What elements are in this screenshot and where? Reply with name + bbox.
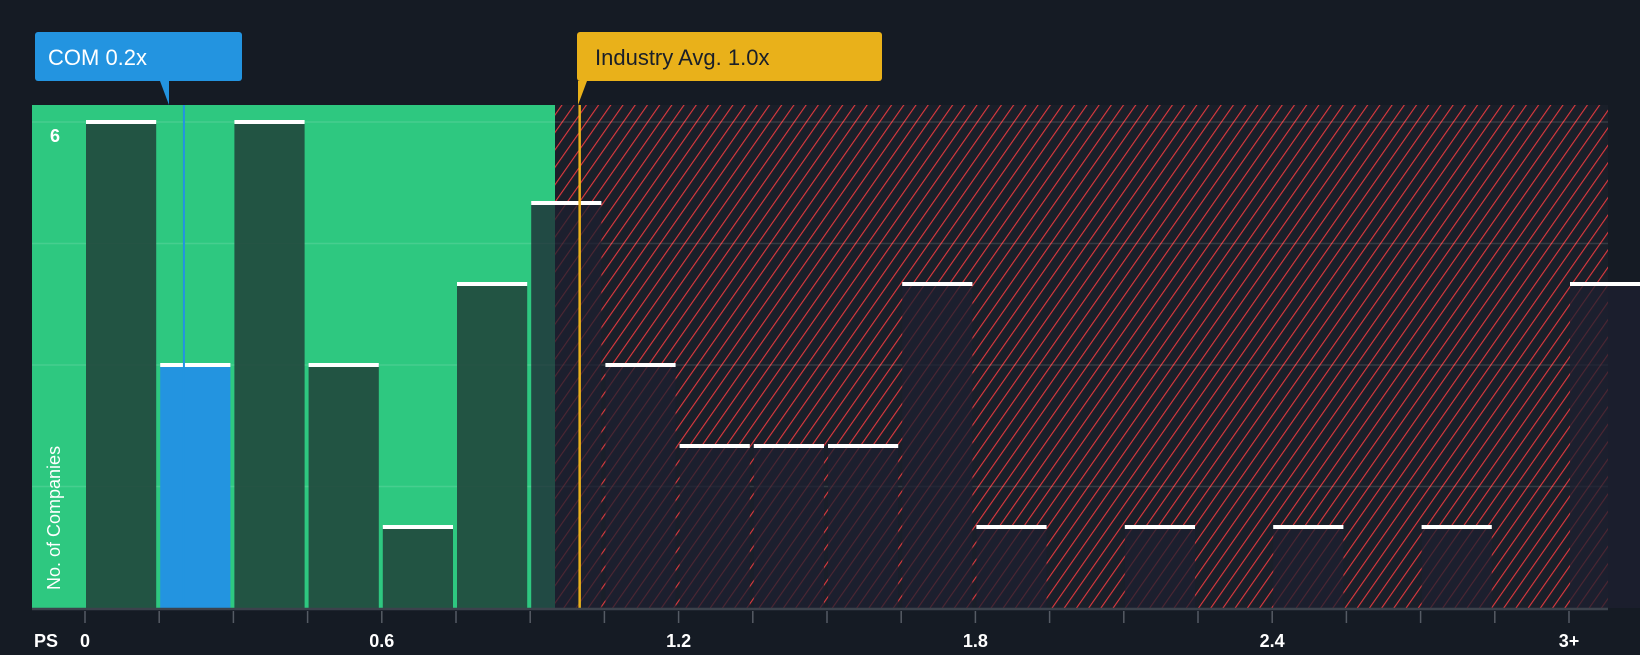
bar-top-marker [1570, 282, 1640, 286]
bar-top-marker [457, 282, 528, 286]
bar-top-marker [902, 282, 973, 286]
bar-top-marker [531, 201, 602, 205]
histogram-bar [902, 284, 973, 608]
histogram-bar [160, 365, 231, 608]
bar-top-marker [308, 363, 379, 367]
histogram-bar [1570, 284, 1640, 608]
bar-top-marker [86, 120, 157, 124]
histogram-bar [679, 446, 750, 608]
bar-top-marker [753, 444, 824, 448]
histogram-bar [828, 446, 899, 608]
x-tick-label: 0 [80, 631, 90, 650]
bar-top-marker [679, 444, 750, 448]
bar-top-marker [382, 525, 453, 529]
company-label: COM 0.2x [48, 45, 147, 70]
x-tick-label: 2.4 [1260, 631, 1285, 650]
bar-top-marker [1421, 525, 1492, 529]
bar-top-marker [828, 444, 899, 448]
histogram-bar [753, 446, 824, 608]
histogram-bar [234, 122, 305, 608]
y-axis-label: No. of Companies [44, 446, 64, 590]
histogram-bar [1273, 527, 1344, 608]
industry-label: Industry Avg. 1.0x [595, 45, 769, 70]
bar-top-marker [1124, 525, 1195, 529]
histogram-bar [1421, 527, 1492, 608]
histogram-bar [308, 365, 379, 608]
bar-top-marker [1273, 525, 1344, 529]
histogram-bar [457, 284, 528, 608]
industry-callout: Industry Avg. 1.0x [577, 32, 882, 105]
histogram-bar [1124, 527, 1195, 608]
histogram-bar [382, 527, 453, 608]
y-tick-6: 6 [50, 126, 60, 146]
bar-top-marker [160, 363, 231, 367]
histogram-bar [605, 365, 676, 608]
bar-top-marker [234, 120, 305, 124]
histogram-bar [976, 527, 1047, 608]
x-tick-label: 1.2 [666, 631, 691, 650]
x-tick-label: 3+ [1559, 631, 1580, 650]
x-tick-label: 0.6 [369, 631, 394, 650]
histogram-bar [531, 203, 602, 608]
bar-top-marker [605, 363, 676, 367]
x-tick-label: 1.8 [963, 631, 988, 650]
histogram-bar [86, 122, 157, 608]
x-axis-label: PS [34, 631, 58, 650]
bar-top-marker [976, 525, 1047, 529]
company-callout: COM 0.2x [35, 32, 242, 105]
